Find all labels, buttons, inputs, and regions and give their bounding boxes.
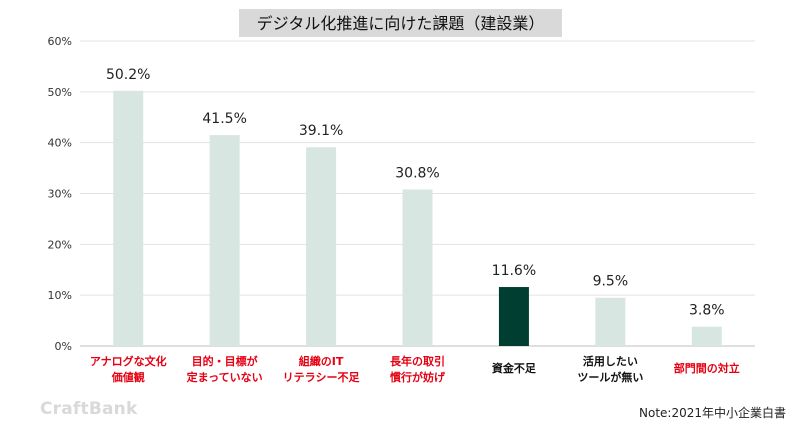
- x-tick-label: 長年の取引慣行が妨げ: [389, 354, 446, 384]
- source-note: Note:2021年中小企業白書: [639, 406, 786, 420]
- x-tick-label: 目的・目標が定まっていない: [187, 354, 263, 384]
- craftbank-logo: CraftBank: [40, 399, 138, 419]
- value-labels: 50.2% 41.5% 39.1% 30.8% 11.6% 9.5% 3.8%: [106, 67, 725, 319]
- y-tick-label: 10%: [48, 289, 72, 302]
- bar: [595, 297, 626, 346]
- data-label: 11.6%: [492, 263, 536, 279]
- data-label: 9.5%: [593, 274, 629, 290]
- x-tick-label: 部門間の対立: [674, 361, 740, 375]
- data-label: 30.8%: [395, 165, 439, 181]
- bar: [498, 287, 529, 346]
- bar: [113, 90, 144, 346]
- data-label: 50.2%: [106, 67, 150, 83]
- x-tick-label: 組織のIT リテラシー不足: [283, 354, 361, 384]
- x-tick-label: アナログな文化価値観: [90, 354, 167, 384]
- y-tick-label: 60%: [48, 35, 72, 48]
- chart-title-group: デジタル化推進に向けた課題（建設業）: [239, 9, 562, 37]
- bars: [113, 90, 722, 346]
- bar: [402, 189, 433, 346]
- y-axis: 0% 10% 20% 30% 40% 50% 60%: [48, 35, 72, 353]
- data-label: 39.1%: [299, 123, 343, 139]
- bar: [691, 326, 722, 346]
- data-label: 41.5%: [202, 111, 246, 127]
- y-tick-label: 20%: [48, 238, 72, 251]
- chart-title: デジタル化推進に向けた課題（建設業）: [257, 14, 545, 33]
- y-tick-label: 30%: [48, 188, 72, 201]
- y-tick-label: 50%: [48, 86, 72, 99]
- chart-title-background: [239, 9, 562, 37]
- bar: [306, 147, 337, 346]
- y-tick-label: 0%: [55, 340, 72, 353]
- bar: [209, 135, 240, 346]
- x-tick-label: 資金不足: [492, 361, 537, 375]
- x-tick-label: 活用したいツールが無い: [577, 354, 643, 384]
- y-tick-label: 40%: [48, 137, 72, 150]
- data-label: 3.8%: [689, 303, 725, 319]
